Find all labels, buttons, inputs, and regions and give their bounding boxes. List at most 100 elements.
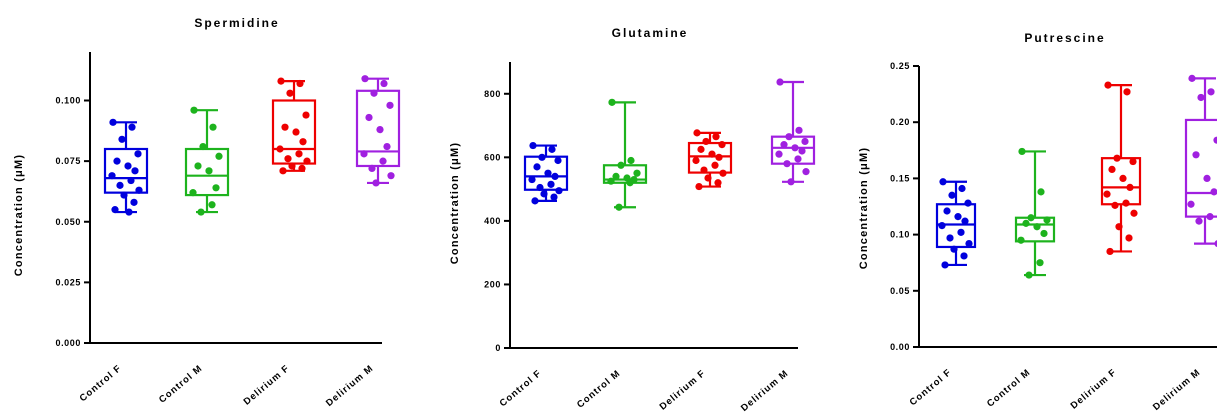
data-point: [555, 187, 563, 195]
box-2: [602, 98, 648, 211]
y-tick-label: 0.025: [55, 277, 81, 287]
data-point: [531, 197, 539, 205]
data-point: [372, 179, 380, 187]
category-label: Delirium F: [242, 363, 292, 408]
data-point: [124, 162, 132, 170]
data-point: [1104, 81, 1112, 89]
data-point: [365, 113, 373, 122]
data-point: [1025, 271, 1033, 279]
data-point: [719, 169, 727, 177]
data-point: [1018, 147, 1026, 156]
data-point: [950, 245, 958, 253]
data-point: [795, 126, 803, 134]
data-point: [785, 133, 793, 141]
data-point: [1126, 183, 1134, 191]
y-tick-label: 600: [484, 152, 501, 162]
data-point: [205, 167, 213, 175]
data-point: [361, 75, 369, 83]
data-point: [108, 172, 116, 180]
data-point: [194, 162, 202, 170]
data-point: [1213, 136, 1217, 144]
data-point: [386, 101, 394, 109]
data-point: [964, 199, 972, 207]
data-point: [1188, 74, 1196, 82]
data-point: [958, 184, 966, 193]
data-point: [1203, 174, 1211, 182]
data-point: [536, 183, 544, 192]
data-point: [612, 172, 620, 180]
y-tick-label: 0.075: [55, 156, 81, 166]
data-point: [111, 206, 119, 214]
data-point: [626, 179, 634, 187]
data-point: [693, 129, 701, 137]
data-point: [617, 161, 625, 169]
data-point: [1113, 154, 1121, 162]
data-point: [131, 167, 139, 175]
data-point: [633, 169, 641, 177]
data-point: [961, 217, 969, 225]
chart-title: Spermidine: [194, 16, 279, 30]
data-point: [208, 201, 216, 209]
data-point: [1037, 188, 1045, 196]
putrescine-panel: Putrescine Concentration (μM) 0.00 0.05 0.…: [858, 31, 1217, 413]
data-point: [608, 98, 616, 106]
data-point: [1043, 216, 1051, 224]
data-point: [380, 79, 388, 88]
data-point: [1103, 190, 1111, 198]
data-point: [540, 190, 548, 198]
data-point: [379, 157, 387, 165]
data-point: [712, 133, 720, 141]
data-point: [1106, 247, 1114, 256]
y-tick-label: 0.100: [55, 96, 81, 106]
category-label: Control F: [498, 368, 544, 409]
data-point: [1195, 217, 1203, 225]
data-point: [130, 198, 138, 206]
chart-title: Glutamine: [612, 26, 689, 40]
data-point: [1197, 93, 1205, 102]
data-point: [120, 191, 128, 199]
data-point: [1125, 234, 1133, 242]
data-point: [368, 164, 376, 172]
box-4: [355, 75, 401, 187]
data-point: [288, 162, 296, 170]
data-point: [692, 156, 700, 165]
glutamine-panel: Glutamine Concentration (μM) 0 200 400 600 8…: [449, 26, 816, 414]
data-point: [116, 181, 124, 189]
data-point: [134, 150, 142, 158]
data-point: [1192, 151, 1200, 159]
data-point: [190, 106, 198, 114]
data-point: [1206, 213, 1214, 221]
data-point: [1108, 165, 1116, 174]
data-point: [135, 186, 143, 194]
data-point: [711, 161, 719, 169]
data-point: [775, 150, 783, 158]
y-tick-label: 0.000: [55, 338, 81, 348]
data-point: [548, 145, 556, 153]
data-point: [695, 182, 703, 191]
data-point: [708, 150, 716, 158]
data-point: [1129, 157, 1137, 166]
y-tick-label: 200: [484, 279, 501, 289]
data-point: [277, 77, 285, 85]
data-point: [700, 166, 708, 174]
data-point: [1122, 199, 1130, 207]
data-point: [787, 178, 795, 186]
data-point: [276, 145, 284, 153]
data-point: [794, 155, 802, 163]
data-point: [965, 239, 973, 248]
data-point: [946, 234, 954, 242]
data-point: [387, 172, 395, 180]
data-point: [783, 160, 791, 168]
data-point: [296, 79, 304, 88]
y-axis-label: Concentration (μM): [13, 154, 25, 276]
box-3: [1100, 81, 1142, 256]
data-point: [197, 208, 205, 216]
data-point: [801, 137, 809, 146]
box-1: [935, 178, 977, 269]
box-1: [103, 118, 149, 216]
data-point: [1214, 240, 1217, 248]
category-label: Control F: [908, 367, 954, 408]
data-point: [780, 141, 788, 149]
data-point: [281, 123, 289, 131]
